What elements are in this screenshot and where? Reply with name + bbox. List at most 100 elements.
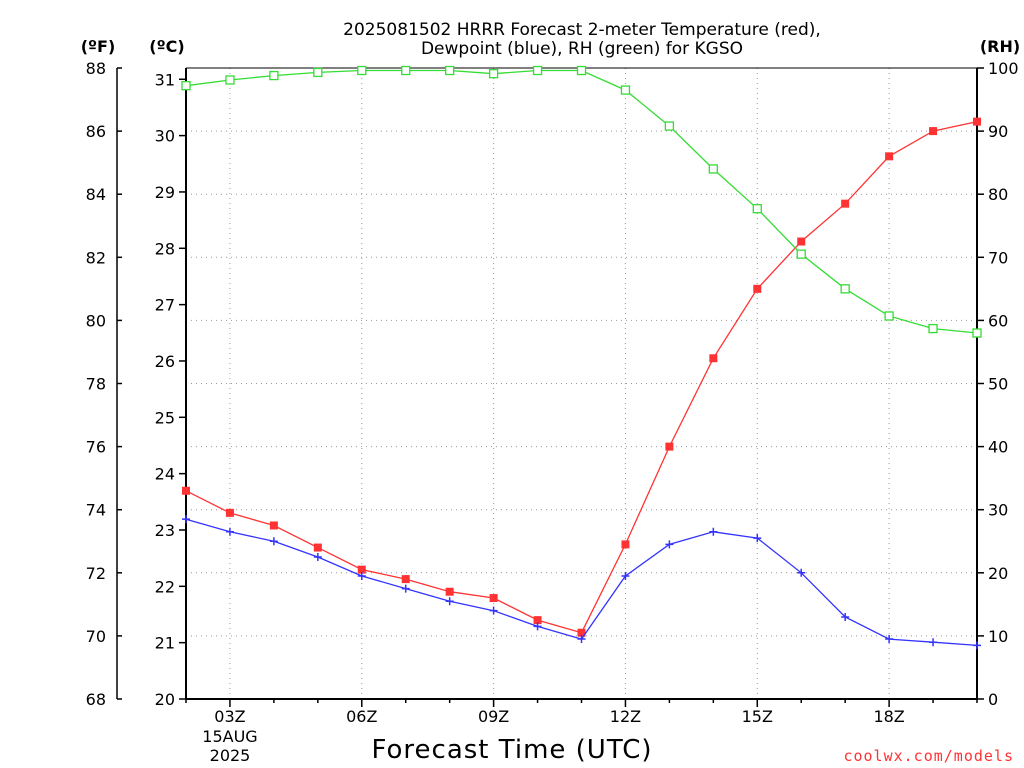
celsius-tick-label: 25	[155, 408, 175, 427]
rh-point	[796, 249, 806, 259]
dewpoint-point	[225, 527, 234, 536]
rh-point	[708, 164, 718, 174]
rh-tick-label: 80	[988, 185, 1008, 204]
rh-point	[840, 284, 850, 294]
x-year-label: 2025	[210, 746, 251, 765]
celsius-tick-label: 21	[155, 634, 175, 653]
chart-title: 2025081502 HRRR Forecast 2-meter Tempera…	[343, 20, 821, 40]
rh-point	[752, 204, 762, 214]
fahrenheit-tick-label: 86	[86, 122, 106, 141]
rh-tick-label: 40	[988, 438, 1008, 457]
rh-tick-label: 10	[988, 627, 1008, 646]
rh-tick-label: 50	[988, 375, 1008, 394]
fahrenheit-tick-label: 74	[86, 501, 106, 520]
dewpoint-point	[357, 571, 366, 580]
temperature-point	[841, 199, 850, 208]
rh-tick-label: 0	[988, 690, 998, 709]
fahrenheit-unit-label: (ºF)	[81, 37, 116, 56]
dewpoint-point	[841, 612, 850, 621]
x-tick-label: 06Z	[346, 707, 377, 726]
fahrenheit-tick-label: 76	[86, 438, 106, 457]
rh-point	[972, 328, 982, 338]
dewpoint-point	[665, 540, 674, 549]
temperature-point	[709, 354, 718, 363]
dewpoint-point	[489, 606, 498, 615]
rh-point	[620, 85, 631, 95]
temperature-point	[489, 594, 498, 603]
temperature-series-line	[185, 120, 978, 634]
rh-tick-label: 20	[988, 564, 1008, 583]
celsius-tick-label: 23	[155, 521, 175, 540]
dewpoint-point	[621, 571, 630, 580]
celsius-tick-label: 31	[155, 70, 175, 89]
fahrenheit-tick-label: 78	[86, 375, 106, 394]
dewpoint-point	[973, 641, 981, 650]
temperature-point	[445, 587, 454, 596]
axes: 68 70 72 74 76 78 80 82 84 86 88 20 21 22 23 24 25 26 27 28…	[86, 59, 1019, 726]
dewpoint-series-line	[185, 518, 978, 647]
rh-point	[576, 65, 587, 76]
temperature-point	[313, 543, 322, 552]
temperature-point	[577, 628, 586, 637]
dewpoint-point	[401, 584, 410, 593]
x-tick-label: 12Z	[610, 707, 641, 726]
rh-point	[664, 121, 675, 131]
dewpoint-point	[269, 537, 278, 546]
celsius-tick-label: 24	[155, 465, 175, 484]
rh-tick-label: 100	[988, 59, 1019, 78]
rh-point	[928, 323, 938, 334]
rh-point	[225, 75, 235, 85]
x-tick-label: 15Z	[742, 707, 773, 726]
celsius-tick-label: 20	[155, 690, 175, 709]
dewpoint-point	[885, 635, 894, 644]
temperature-point	[973, 117, 981, 126]
dewpoint-point	[445, 597, 454, 606]
rh-tick-label: 60	[988, 311, 1008, 330]
dewpoint-point	[577, 635, 586, 644]
rh-series-line	[185, 69, 978, 334]
credit-label: coolwx.com/models	[843, 747, 1014, 765]
dewpoint-point	[929, 638, 938, 647]
fahrenheit-tick-label: 70	[86, 627, 106, 646]
celsius-tick-label: 29	[155, 183, 175, 202]
temperature-point	[533, 616, 542, 625]
dewpoint-point	[797, 568, 806, 577]
x-date-label: 15AUG	[202, 727, 257, 746]
temperature-point	[665, 442, 674, 451]
rh-tick-label: 70	[988, 248, 1008, 267]
rh-point	[313, 67, 323, 78]
dewpoint-point	[313, 553, 322, 562]
dewpoint-point	[709, 527, 718, 536]
temperature-point	[269, 521, 278, 530]
x-tick-label: 09Z	[478, 707, 509, 726]
dewpoint-point	[182, 515, 190, 524]
fahrenheit-tick-label: 72	[86, 564, 106, 583]
rh-point	[488, 69, 499, 79]
dewpoint-point	[533, 622, 542, 631]
celsius-tick-label: 22	[155, 577, 175, 596]
temperature-point	[401, 575, 410, 584]
temperature-point	[753, 284, 762, 293]
celsius-tick-label: 26	[155, 352, 175, 371]
temperature-point	[357, 565, 366, 574]
chart-subtitle: Dewpoint (blue), RH (green) for KGSO	[421, 39, 743, 59]
celsius-tick-label: 28	[155, 239, 175, 258]
fahrenheit-tick-label: 84	[86, 185, 106, 204]
rh-point	[181, 81, 191, 91]
rh-tick-label: 90	[988, 122, 1008, 141]
fahrenheit-tick-label: 68	[86, 690, 106, 709]
temperature-point	[225, 508, 234, 517]
rh-point	[269, 70, 279, 81]
fahrenheit-tick-label: 80	[86, 311, 106, 330]
celsius-tick-label: 27	[155, 296, 175, 315]
rh-point	[532, 65, 543, 76]
rh-point	[401, 65, 411, 76]
x-axis-title: Forecast Time (UTC)	[371, 735, 652, 765]
rh-tick-label: 30	[988, 501, 1008, 520]
temperature-point	[885, 152, 894, 161]
rh-unit-label: (RH)	[980, 37, 1020, 56]
series-layer	[181, 65, 982, 650]
temperature-point	[929, 127, 938, 136]
rh-point	[884, 311, 894, 321]
